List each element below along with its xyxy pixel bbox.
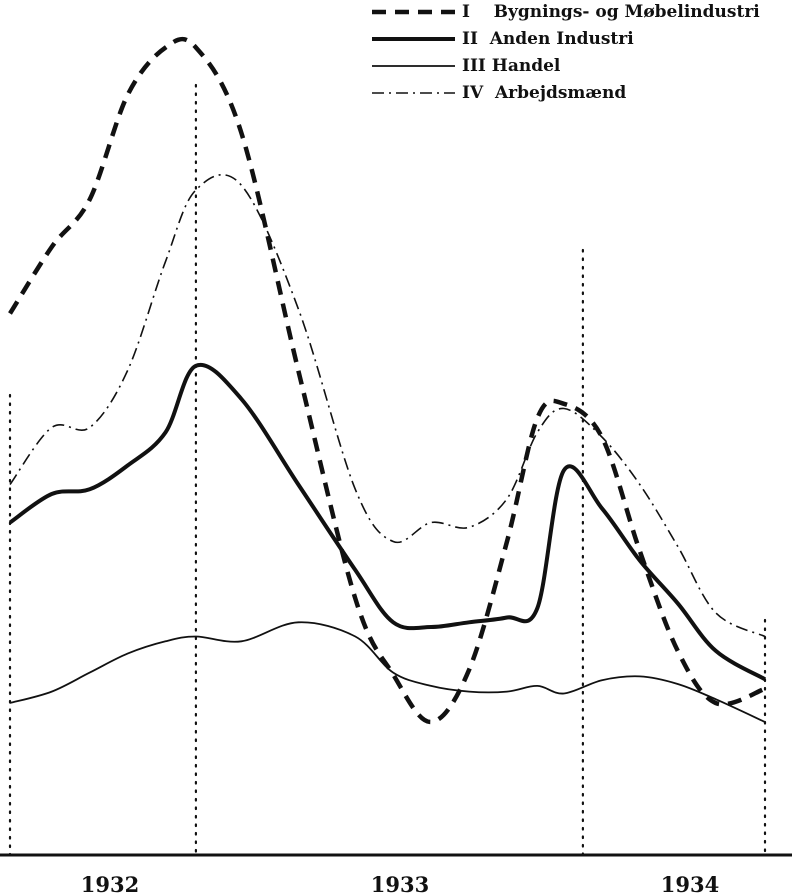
series-line-iii-handel	[9, 621, 766, 723]
x-tick-label: 1932	[81, 872, 139, 895]
x-tick-label: 1933	[371, 872, 429, 895]
series-line-i-bygnings-og-m-belindustri	[8, 36, 766, 725]
vertical-markers	[8, 83, 767, 857]
x-tick-label: 1934	[661, 872, 719, 895]
legend-label: I Bygnings- og Møbelindustri	[462, 2, 760, 22]
legend-label: III Handel	[462, 56, 561, 76]
x-tick-labels: 1932 1933 1934	[81, 872, 719, 895]
series-lines	[8, 36, 767, 725]
legend-label: II Anden Industri	[462, 29, 634, 49]
series-line-ii-anden-industri	[8, 362, 767, 682]
series-line-iv-arbejdsm-nd	[9, 173, 766, 638]
legend-label: IV Arbejdsmænd	[462, 83, 626, 103]
legend: I Bygnings- og Møbelindustri II Anden Ind…	[372, 2, 760, 103]
